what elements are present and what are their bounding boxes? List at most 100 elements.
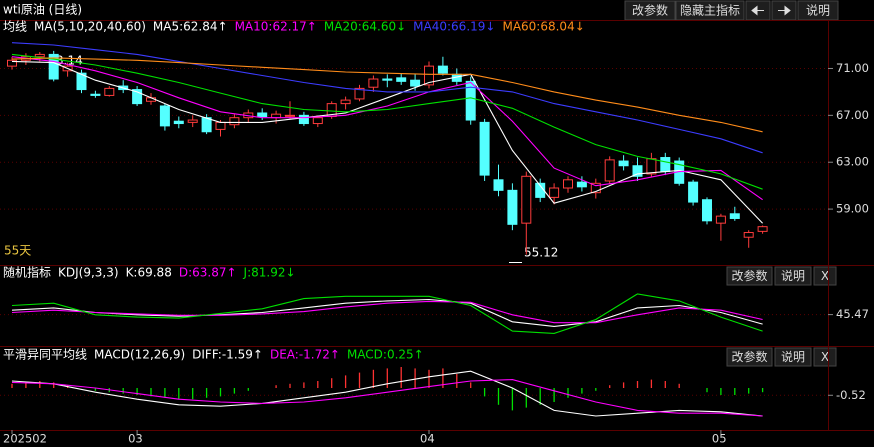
candle-body bbox=[507, 189, 518, 225]
candle-body bbox=[493, 179, 504, 191]
candle-body bbox=[535, 182, 546, 198]
y-tick-label: 67.00 bbox=[836, 108, 869, 122]
candle-body bbox=[702, 199, 712, 222]
legend-entry: MA40:66.19↓ bbox=[413, 20, 495, 34]
candle-body bbox=[618, 160, 629, 167]
candle-body bbox=[298, 114, 309, 125]
candle-body bbox=[159, 105, 170, 127]
candle-body bbox=[396, 77, 407, 82]
button[interactable] bbox=[726, 266, 773, 286]
y-tick-label: 71.00 bbox=[836, 61, 869, 75]
button[interactable] bbox=[726, 347, 773, 367]
candle-body bbox=[340, 99, 351, 105]
legend-entry: 平滑异同平均线 bbox=[3, 348, 87, 362]
candle-body bbox=[632, 165, 643, 177]
candle-body bbox=[688, 181, 699, 203]
candle-body bbox=[521, 175, 532, 224]
candle-body bbox=[646, 158, 657, 175]
series-line bbox=[11, 57, 763, 133]
y-tick-label: 63.00 bbox=[836, 155, 869, 169]
legend-entry: 随机指标 bbox=[3, 265, 51, 280]
candle-body bbox=[7, 59, 17, 67]
candle-body bbox=[382, 78, 393, 81]
button[interactable] bbox=[774, 266, 812, 286]
legend-entry: K:69.88 bbox=[126, 266, 172, 280]
candle-body bbox=[354, 87, 365, 100]
candle-body bbox=[90, 93, 101, 96]
y-tick-label: 45.47 bbox=[836, 307, 869, 321]
legend-entry: MA5:62.84↑ bbox=[153, 20, 228, 34]
x-tick-label: 04 bbox=[420, 432, 435, 446]
candle-body bbox=[76, 72, 87, 91]
legend-entry: MA(5,10,20,40,60) bbox=[34, 20, 146, 34]
candle-body bbox=[201, 117, 212, 133]
button-label[interactable]: 改参数 bbox=[731, 268, 767, 283]
button-close[interactable] bbox=[813, 266, 837, 286]
candle-body bbox=[729, 213, 740, 219]
candle-body bbox=[549, 187, 560, 198]
period-annotation: 55天 bbox=[4, 244, 31, 258]
button-close[interactable] bbox=[813, 347, 837, 367]
legend-entry: DEA:-1.72↑ bbox=[270, 348, 340, 362]
candle-body bbox=[715, 215, 726, 224]
series-line bbox=[11, 370, 763, 417]
candle-body bbox=[368, 78, 379, 88]
candle-body bbox=[104, 87, 115, 96]
button-label[interactable]: 改参数 bbox=[632, 3, 668, 18]
legend-entry: MA10:62.17↑ bbox=[235, 20, 317, 34]
candle-body bbox=[743, 232, 754, 238]
legend-entry: MACD:0.25↑ bbox=[347, 348, 424, 362]
high-annotation: 3.14 bbox=[56, 54, 83, 68]
legend-entry: DIFF:-1.59↑ bbox=[192, 348, 263, 362]
series-line bbox=[11, 300, 763, 324]
x-tick-label: 202502 bbox=[3, 432, 47, 446]
candle-body bbox=[479, 121, 490, 176]
legend-entry: MA20:64.60↓ bbox=[324, 20, 406, 34]
candle-body bbox=[590, 182, 601, 194]
series-line bbox=[11, 56, 763, 201]
arrow-left-icon bbox=[751, 5, 764, 16]
series-line bbox=[11, 60, 763, 224]
x-tick-label: 05 bbox=[712, 432, 727, 446]
y-tick-label: -0.52 bbox=[836, 388, 866, 402]
button-label[interactable]: 说明 bbox=[781, 268, 805, 283]
legend-entry: KDJ(9,3,3) bbox=[58, 266, 119, 280]
candle-body bbox=[132, 89, 143, 105]
series-line bbox=[11, 53, 763, 190]
button-label[interactable]: 改参数 bbox=[731, 349, 767, 364]
series-line bbox=[11, 298, 763, 327]
legend-entry: D:63.87↑ bbox=[179, 266, 237, 280]
button[interactable] bbox=[774, 347, 812, 367]
candle-body bbox=[215, 121, 226, 130]
legend-entry: J:81.92↓ bbox=[243, 266, 296, 280]
candle-body bbox=[48, 53, 59, 80]
series-line bbox=[11, 293, 763, 334]
candle-body bbox=[437, 65, 448, 74]
y-tick-label: 59.00 bbox=[836, 202, 869, 216]
button-label[interactable]: 说明 bbox=[781, 349, 805, 364]
candle-body bbox=[465, 80, 476, 121]
button-label[interactable]: X bbox=[821, 269, 829, 283]
candle-body bbox=[757, 226, 768, 232]
arrow-right-icon bbox=[778, 5, 791, 16]
candle-body bbox=[660, 157, 671, 173]
candle-body bbox=[187, 119, 198, 123]
candle-body bbox=[576, 181, 587, 188]
button-label[interactable]: 说明 bbox=[806, 3, 830, 18]
candle-body bbox=[34, 53, 45, 58]
legend-entry: 均线 bbox=[3, 20, 27, 34]
candle-body bbox=[285, 114, 295, 117]
candle-body bbox=[424, 65, 434, 86]
candle-body bbox=[312, 117, 323, 125]
candle-body bbox=[410, 79, 421, 87]
series-line bbox=[11, 42, 763, 154]
candle-body bbox=[229, 117, 240, 126]
legend-entry: MACD(12,26,9) bbox=[94, 348, 185, 362]
button-label[interactable]: X bbox=[821, 350, 829, 364]
candle-body bbox=[173, 120, 184, 125]
button-label[interactable]: 隐藏主指标 bbox=[680, 3, 740, 18]
candle-body bbox=[563, 179, 573, 189]
